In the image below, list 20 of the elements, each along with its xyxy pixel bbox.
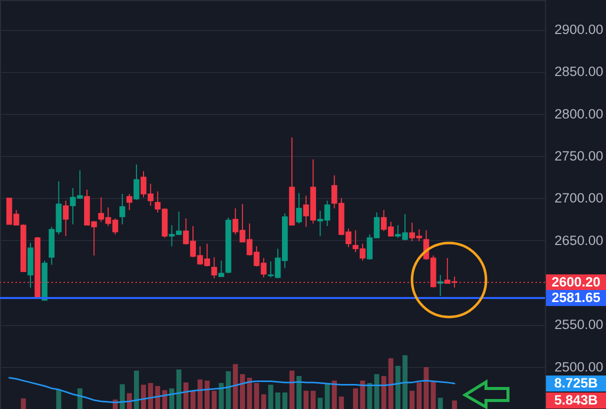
line-series (8, 376, 456, 404)
y-tick-label: 2750.00 (554, 148, 604, 164)
candlestick (134, 164, 140, 200)
y-tick-label: 2500.00 (554, 359, 604, 374)
candlestick (62, 200, 69, 237)
candlestick (211, 256, 218, 279)
candlestick (126, 193, 132, 210)
y-tick-label: 2900.00 (554, 22, 604, 38)
y-tick-label: 2850.00 (554, 64, 604, 80)
ref-line-label: 2600.20 (552, 274, 600, 290)
candlestick (296, 192, 302, 224)
y-tick-label: 2800.00 (554, 106, 604, 122)
candlestick (119, 193, 126, 225)
y-tick-label: 2650.00 (554, 232, 604, 248)
candlestick (218, 260, 224, 278)
y2-tick-label: 8.725B (554, 375, 598, 390)
y2-tick-label: 5.843B (554, 392, 598, 408)
ref-line-label: 2581.65 (552, 290, 601, 305)
y-tick-label: 2550.00 (554, 317, 604, 332)
y-tick-label: 2700.00 (554, 190, 604, 206)
